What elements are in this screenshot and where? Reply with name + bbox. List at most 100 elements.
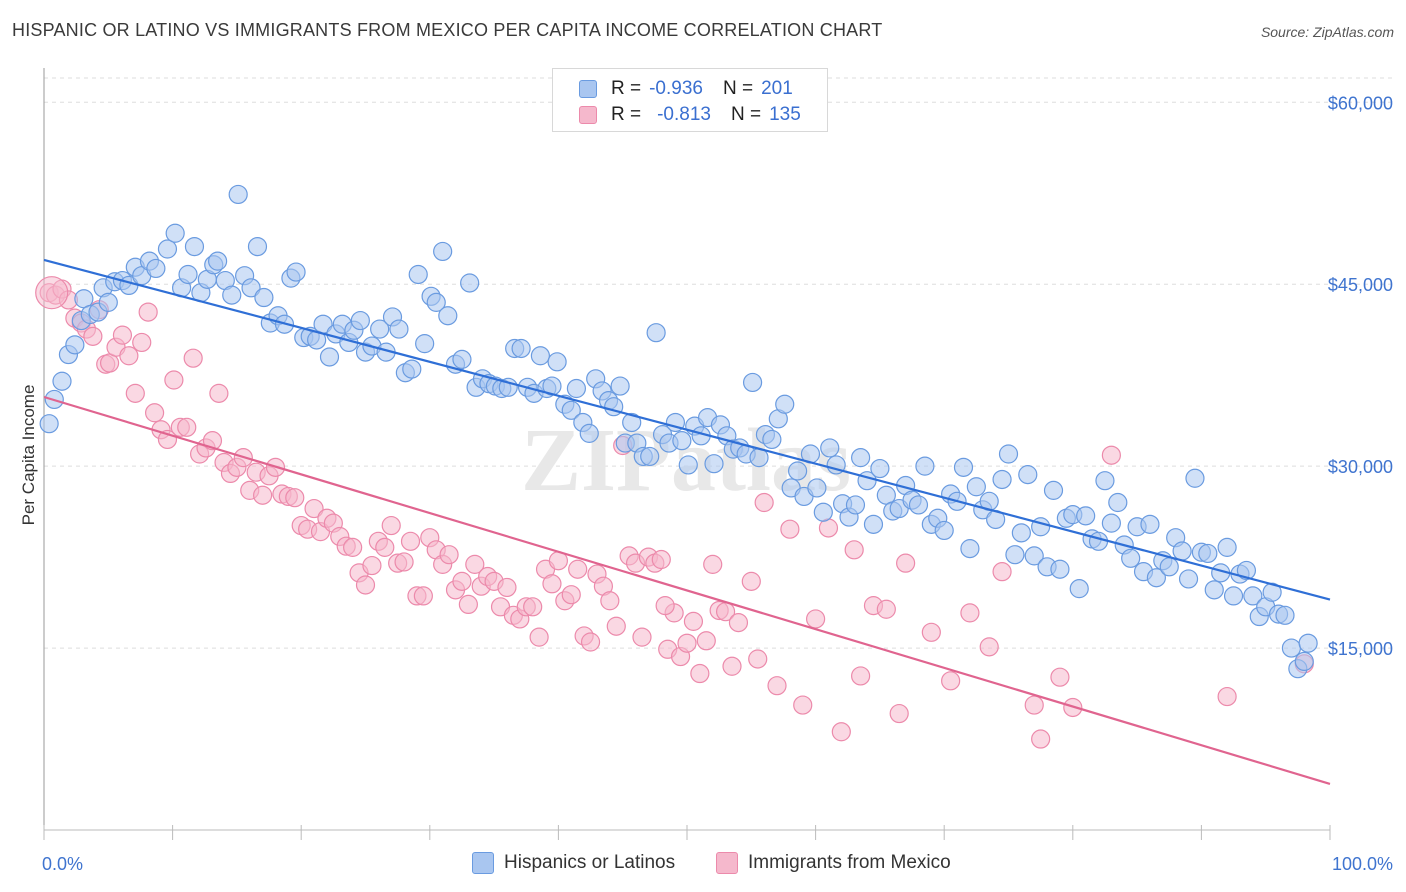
point-immigrants-from-mexico	[632, 627, 652, 647]
source-label: Source: ZipAtlas.com	[1260, 24, 1394, 40]
point-immigrants-from-mexico	[138, 302, 158, 322]
point-hispanics-or-latinos	[908, 495, 929, 515]
point-hispanics-or-latinos	[1185, 468, 1205, 488]
point-hispanics-or-latinos	[241, 278, 261, 298]
point-hispanics-or-latinos	[1005, 545, 1025, 565]
point-hispanics-or-latinos	[39, 414, 59, 434]
point-immigrants-from-mexico	[177, 417, 197, 437]
point-immigrants-from-mexico	[851, 666, 871, 686]
point-hispanics-or-latinos	[1024, 546, 1044, 566]
point-hispanics-or-latinos	[813, 502, 833, 522]
y-tick-label: $15,000	[1328, 639, 1393, 659]
point-hispanics-or-latinos	[1076, 506, 1096, 526]
point-immigrants-from-mexico	[876, 599, 896, 619]
point-hispanics-or-latinos	[610, 376, 630, 396]
point-immigrants-from-mexico	[400, 531, 421, 551]
point-immigrants-from-mexico	[568, 559, 588, 579]
point-hispanics-or-latinos	[1050, 559, 1070, 579]
point-hispanics-or-latinos	[579, 423, 599, 443]
series-hispanics-or-latinos	[39, 184, 1318, 679]
point-immigrants-from-mexico	[355, 575, 376, 595]
point-hispanics-or-latinos	[678, 455, 698, 475]
point-hispanics-or-latinos	[247, 236, 268, 257]
r-label: R =	[611, 104, 642, 125]
point-immigrants-from-mexico	[542, 574, 562, 594]
point-hispanics-or-latinos	[228, 184, 248, 205]
point-hispanics-or-latinos	[52, 371, 72, 391]
point-hispanics-or-latinos	[1146, 568, 1166, 588]
point-hispanics-or-latinos	[1217, 537, 1237, 557]
y-tick-label: $60,000	[1328, 93, 1393, 113]
series-immigrants-from-mexico	[35, 276, 1314, 749]
point-hispanics-or-latinos	[966, 477, 986, 497]
point-hispanics-or-latinos	[863, 514, 884, 534]
point-immigrants-from-mexico	[497, 577, 517, 598]
legend-item-hispanics[interactable]: Hispanics or Latinos	[472, 852, 675, 874]
point-hispanics-or-latinos	[222, 285, 242, 305]
point-immigrants-from-mexico	[413, 586, 433, 606]
point-hispanics-or-latinos	[1043, 480, 1064, 500]
point-hispanics-or-latinos	[845, 495, 866, 515]
point-immigrants-from-mexico	[465, 554, 485, 574]
point-hispanics-or-latinos	[1204, 580, 1224, 600]
point-immigrants-from-mexico	[580, 632, 601, 652]
x-ticks	[43, 825, 1331, 840]
point-immigrants-from-mexico	[748, 649, 768, 669]
y-tick-label: $30,000	[1328, 457, 1393, 477]
point-hispanics-or-latinos	[184, 236, 205, 257]
r-value: -0.936	[649, 78, 703, 99]
point-immigrants-from-mexico	[979, 637, 999, 657]
point-immigrants-from-mexico	[921, 622, 941, 642]
point-hispanics-or-latinos	[146, 258, 166, 279]
point-hispanics-or-latinos	[1275, 605, 1295, 625]
trendline-immigrants-from-mexico	[43, 395, 1331, 785]
point-immigrants-from-mexico	[1031, 729, 1051, 749]
point-hispanics-or-latinos	[402, 359, 422, 379]
point-immigrants-from-mexico	[561, 585, 581, 605]
point-immigrants-from-mexico	[144, 403, 165, 423]
point-immigrants-from-mexico	[600, 591, 620, 611]
point-immigrants-from-mexico	[703, 554, 723, 574]
stats-row-immigrants: R = -0.813 N = 135	[579, 103, 801, 127]
legend-item-immigrants[interactable]: Immigrants from Mexico	[716, 852, 951, 874]
point-hispanics-or-latinos	[65, 335, 85, 355]
point-immigrants-from-mexico	[606, 616, 626, 636]
point-immigrants-from-mexico	[343, 537, 363, 557]
point-immigrants-from-mexico	[439, 545, 459, 565]
point-hispanics-or-latinos	[408, 264, 428, 285]
point-hispanics-or-latinos	[622, 412, 642, 433]
trendline-hispanics-or-latinos	[43, 258, 1331, 601]
point-immigrants-from-mexico	[452, 571, 472, 591]
point-immigrants-from-mexico	[183, 348, 203, 368]
point-hispanics-or-latinos	[165, 223, 185, 243]
point-immigrants-from-mexico	[304, 498, 324, 519]
point-hispanics-or-latinos	[1223, 586, 1244, 606]
point-immigrants-from-mexico	[960, 603, 980, 623]
point-hispanics-or-latinos	[319, 347, 340, 367]
point-hispanics-or-latinos	[350, 310, 370, 331]
point-immigrants-from-mexico	[119, 346, 139, 366]
point-hispanics-or-latinos	[1101, 513, 1121, 533]
point-hispanics-or-latinos	[953, 457, 974, 477]
legend-label: Immigrants from Mexico	[748, 852, 951, 873]
point-hispanics-or-latinos	[415, 334, 435, 354]
point-hispanics-or-latinos	[1198, 543, 1218, 564]
pink-swatch	[579, 106, 597, 124]
point-immigrants-from-mexico	[844, 540, 864, 560]
point-immigrants-from-mexico	[677, 633, 697, 653]
point-immigrants-from-mexico	[125, 383, 145, 403]
point-immigrants-from-mexico	[83, 326, 103, 346]
point-immigrants-from-mexico	[992, 562, 1012, 582]
point-hispanics-or-latinos	[820, 438, 840, 458]
point-hispanics-or-latinos	[460, 273, 480, 293]
point-hispanics-or-latinos	[1243, 586, 1263, 606]
point-immigrants-from-mexico	[941, 671, 961, 691]
legend-label: Hispanics or Latinos	[504, 852, 676, 873]
point-hispanics-or-latinos	[1088, 531, 1109, 551]
point-hispanics-or-latinos	[640, 446, 660, 467]
x-tick-label-max: 100.0%	[1332, 854, 1393, 874]
point-immigrants-from-mexico	[112, 325, 133, 345]
point-immigrants-from-mexico	[754, 492, 774, 513]
point-immigrants-from-mexico	[655, 596, 675, 616]
